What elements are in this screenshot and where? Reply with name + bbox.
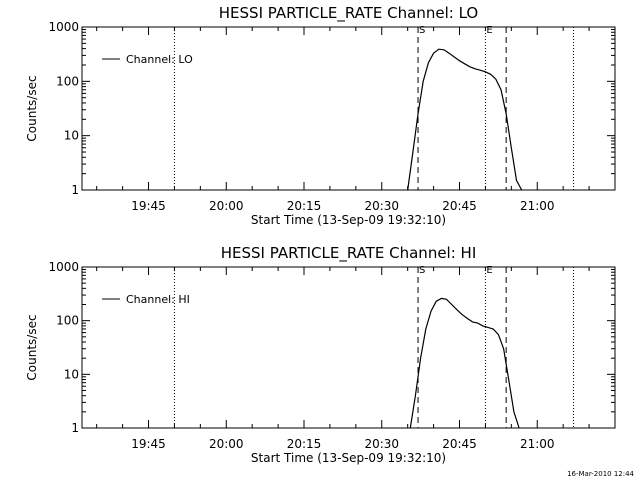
plot-frame (81, 266, 616, 429)
x-tick-label: 20:30 (364, 199, 399, 213)
y-tick-label: 1 (71, 183, 79, 197)
x-tick-label: 20:00 (209, 437, 244, 451)
plot-frame (81, 26, 616, 191)
y-tick-label: 10 (64, 129, 79, 143)
series-line (407, 48, 523, 191)
event-marker-label: E (486, 265, 492, 276)
x-tick-label: 20:45 (442, 199, 477, 213)
event-marker-label: S (419, 25, 425, 36)
x-tick-label: 20:45 (442, 437, 477, 451)
event-marker-label: S (419, 265, 425, 276)
chart-title: HESSI PARTICLE_RATE Channel: LO (219, 4, 478, 23)
x-tick-label: 20:15 (287, 199, 322, 213)
y-tick-label: 1000 (48, 260, 79, 274)
x-tick-label: 20:15 (287, 437, 322, 451)
chart-panel-1: HESSI PARTICLE_RATE Channel: LO Counts/se… (25, 4, 616, 227)
legend-entry: Channel: LO (126, 53, 193, 66)
chart-panel-2: HESSI PARTICLE_RATE Channel: HI Counts/se… (25, 244, 616, 465)
x-tick-label: 21:00 (520, 199, 555, 213)
x-axis-label: Start Time (13-Sep-09 19:32:10) (251, 213, 446, 227)
y-axis-label: Counts/sec (25, 75, 39, 141)
x-tick-label: 20:30 (364, 437, 399, 451)
legend-entry: Channel: HI (126, 293, 190, 306)
footer-timestamp: 16-Mar-2010 12:44 (567, 470, 634, 478)
y-tick-label: 10 (64, 367, 79, 381)
x-tick-label: 21:00 (520, 437, 555, 451)
y-tick-label: 100 (56, 314, 79, 328)
y-axis-label: Counts/sec (25, 314, 39, 380)
x-tick-label: 20:00 (209, 199, 244, 213)
x-axis-label: Start Time (13-Sep-09 19:32:10) (251, 451, 446, 465)
x-tick-label: 19:45 (131, 199, 166, 213)
y-tick-label: 1 (71, 421, 79, 435)
y-tick-label: 1000 (48, 20, 79, 34)
y-tick-label: 100 (56, 74, 79, 88)
event-marker-label: E (486, 25, 492, 36)
x-tick-label: 19:45 (131, 437, 166, 451)
series-line (409, 297, 520, 429)
chart-title: HESSI PARTICLE_RATE Channel: HI (221, 244, 477, 263)
